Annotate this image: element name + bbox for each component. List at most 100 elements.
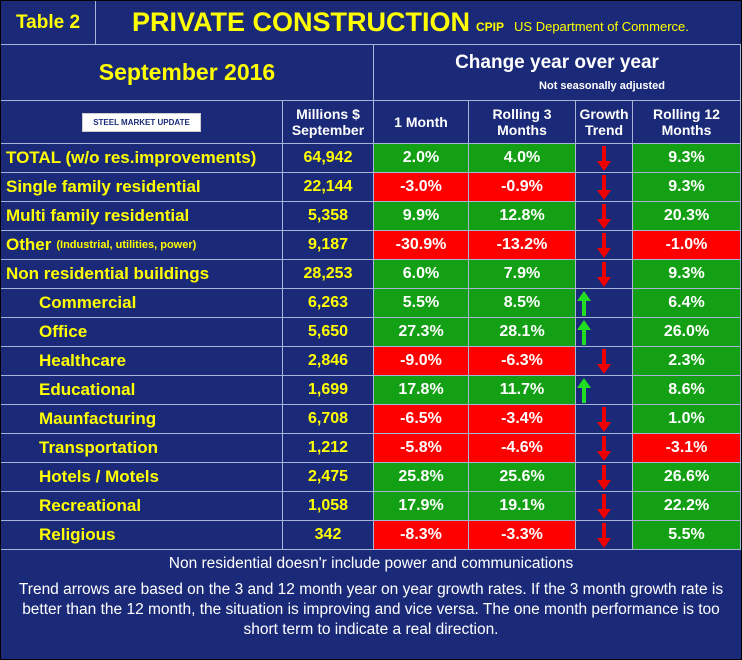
- label-text: Other: [6, 235, 52, 254]
- data-table: September 2016 Change year over year Not…: [1, 45, 741, 550]
- percent-cell: -6.5%: [374, 405, 469, 434]
- row-label: Healthcare: [1, 347, 283, 376]
- value: 64,942: [283, 144, 374, 173]
- percent-cell: 8.5%: [469, 289, 576, 318]
- value: 5,358: [283, 202, 374, 231]
- trend-arrow: [597, 233, 611, 258]
- trend-arrow: [597, 407, 611, 432]
- value: 6,708: [283, 405, 374, 434]
- percent-cell: 12.8%: [469, 202, 576, 231]
- trend-arrow: [597, 175, 611, 200]
- trend-arrow: [597, 436, 611, 461]
- percent-cell: 5.5%: [374, 289, 469, 318]
- trend-arrow: [597, 146, 611, 171]
- row-label: Single family residential: [1, 173, 283, 202]
- percent-cell: 6.0%: [374, 260, 469, 289]
- trend-cell: [576, 347, 633, 376]
- label-text: Religious: [39, 525, 116, 544]
- column-header: Rolling 3 Months: [469, 101, 576, 144]
- value: 22,144: [283, 173, 374, 202]
- percent-cell: -3.4%: [469, 405, 576, 434]
- value: 2,846: [283, 347, 374, 376]
- row-label: Other (Industrial, utilities, power): [1, 231, 283, 260]
- percent-cell: -3.0%: [374, 173, 469, 202]
- label-text: Maunfacturing: [39, 409, 157, 428]
- label-note: (Industrial, utilities, power): [56, 239, 197, 251]
- trend-cell: [576, 521, 633, 550]
- row-label: Recreational: [1, 492, 283, 521]
- trend-cell: [576, 463, 633, 492]
- percent-cell: 6.4%: [633, 289, 741, 318]
- percent-cell: 22.2%: [633, 492, 741, 521]
- percent-cell: 17.8%: [374, 376, 469, 405]
- row-label: Transportation: [1, 434, 283, 463]
- label-text: Multi family residential: [6, 206, 190, 225]
- percent-cell: -9.0%: [374, 347, 469, 376]
- percent-cell: 4.0%: [469, 144, 576, 173]
- percent-cell: 25.8%: [374, 463, 469, 492]
- label-text: Commercial: [39, 293, 137, 312]
- trend-cell: [576, 405, 633, 434]
- row-label: Office: [1, 318, 283, 347]
- percent-cell: -6.3%: [469, 347, 576, 376]
- percent-cell: -13.2%: [469, 231, 576, 260]
- label-text: TOTAL (w/o res.improvements): [6, 148, 257, 167]
- percent-cell: 26.0%: [633, 318, 741, 347]
- title: PRIVATE CONSTRUCTION: [132, 7, 471, 37]
- percent-cell: -3.1%: [633, 434, 741, 463]
- percent-cell: 27.3%: [374, 318, 469, 347]
- logo: STEEL MARKET UPDATE: [82, 112, 201, 132]
- value: 1,699: [283, 376, 374, 405]
- change-note: Not seasonally adjusted: [539, 80, 665, 92]
- label-text: Office: [39, 322, 88, 341]
- row-label: Hotels / Motels: [1, 463, 283, 492]
- row-label: TOTAL (w/o res.improvements): [1, 144, 283, 173]
- change-title: Change year over year: [455, 52, 659, 73]
- value: 6,263: [283, 289, 374, 318]
- percent-cell: 9.9%: [374, 202, 469, 231]
- column-header: Rolling 12 Months: [633, 101, 741, 144]
- column-header: Growth Trend: [576, 101, 633, 144]
- percent-cell: 8.6%: [633, 376, 741, 405]
- period: September 2016: [1, 45, 374, 101]
- percent-cell: 20.3%: [633, 202, 741, 231]
- label-text: Single family residential: [6, 177, 201, 196]
- trend-cell: [576, 144, 633, 173]
- percent-cell: 11.7%: [469, 376, 576, 405]
- percent-cell: 9.3%: [633, 144, 741, 173]
- percent-cell: 28.1%: [469, 318, 576, 347]
- label-text: Recreational: [39, 496, 142, 515]
- trend-cell: [576, 202, 633, 231]
- percent-cell: 9.3%: [633, 173, 741, 202]
- footer-note: Non residential doesn'r include power an…: [168, 555, 574, 572]
- percent-cell: 25.6%: [469, 463, 576, 492]
- percent-cell: -8.3%: [374, 521, 469, 550]
- row-label: Maunfacturing: [1, 405, 283, 434]
- trend-cell: [576, 173, 633, 202]
- label-text: Non residential buildings: [6, 264, 210, 283]
- value: 1,058: [283, 492, 374, 521]
- value: 28,253: [283, 260, 374, 289]
- change-header: Change year over year Not seasonally adj…: [374, 45, 741, 101]
- trend-arrow: [597, 349, 611, 374]
- percent-cell: 7.9%: [469, 260, 576, 289]
- source: US Department of Commerce.: [514, 19, 689, 34]
- percent-cell: -1.0%: [633, 231, 741, 260]
- table-label: Table 2: [1, 0, 96, 45]
- percent-cell: -4.6%: [469, 434, 576, 463]
- value: 9,187: [283, 231, 374, 260]
- footer: Non residential doesn'r include power an…: [1, 550, 741, 640]
- value: 2,475: [283, 463, 374, 492]
- percent-cell: -5.8%: [374, 434, 469, 463]
- trend-cell: [576, 318, 633, 347]
- trend-arrow: [577, 320, 591, 345]
- trend-cell: [576, 289, 633, 318]
- value: 342: [283, 521, 374, 550]
- footer-explanation: Trend arrows are based on the 3 and 12 m…: [18, 581, 724, 638]
- trend-arrow: [577, 291, 591, 316]
- label-text: Transportation: [39, 438, 159, 457]
- label-text: Educational: [39, 380, 136, 399]
- trend-arrow: [597, 465, 611, 490]
- code: CPIP: [476, 19, 505, 34]
